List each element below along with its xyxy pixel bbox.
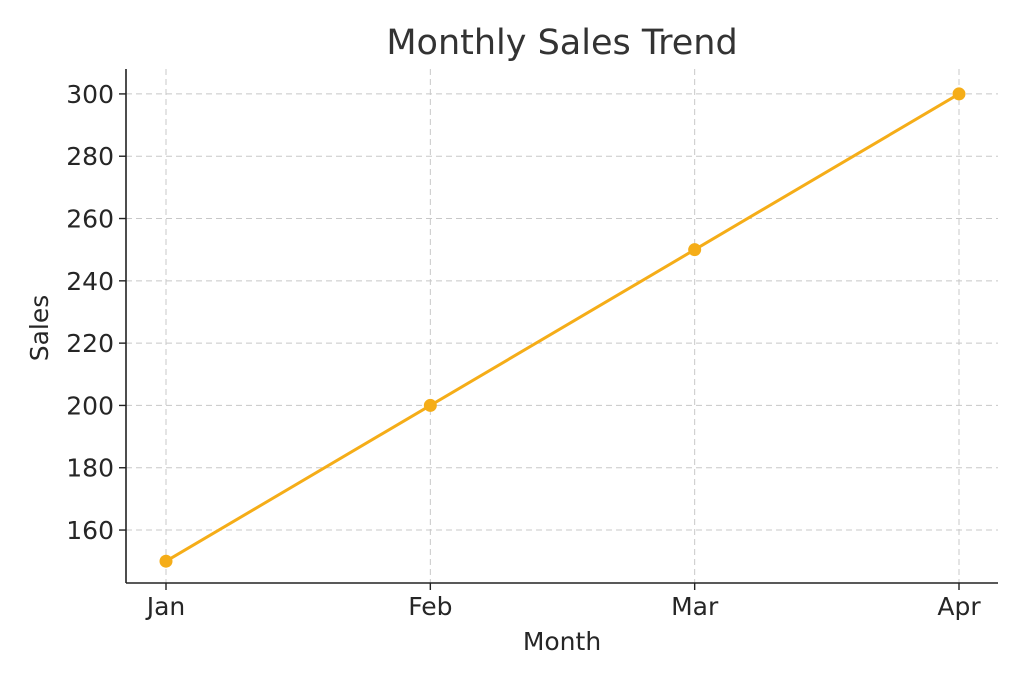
x-axis-title: Month — [523, 627, 601, 656]
grid-lines — [126, 69, 998, 583]
y-tick-label: 280 — [66, 142, 114, 171]
x-tick-label: Jan — [145, 592, 186, 621]
y-tick-label: 200 — [66, 391, 114, 420]
data-point — [423, 398, 437, 412]
y-tick-label: 260 — [66, 205, 114, 234]
y-tick-label: 160 — [66, 516, 114, 545]
data-point — [159, 554, 173, 568]
x-tick-label: Mar — [671, 592, 719, 621]
y-tick-label: 240 — [66, 267, 114, 296]
y-tick-label: 300 — [66, 80, 114, 109]
series-line — [164, 92, 961, 563]
y-tick-label: 220 — [66, 329, 114, 358]
data-point — [688, 243, 702, 257]
y-axis-title: Sales — [25, 295, 54, 362]
chart-title: Monthly Sales Trend — [386, 23, 737, 63]
x-tick-label: Feb — [408, 592, 452, 621]
series-layer — [159, 87, 966, 568]
data-point — [952, 87, 966, 101]
x-tick-label: Apr — [937, 592, 981, 621]
tick-labels: 160 180 200 220 240 260 280 300 Jan Feb Mar Apr — [66, 80, 981, 621]
axes — [119, 69, 998, 590]
y-tick-label: 180 — [66, 454, 114, 483]
